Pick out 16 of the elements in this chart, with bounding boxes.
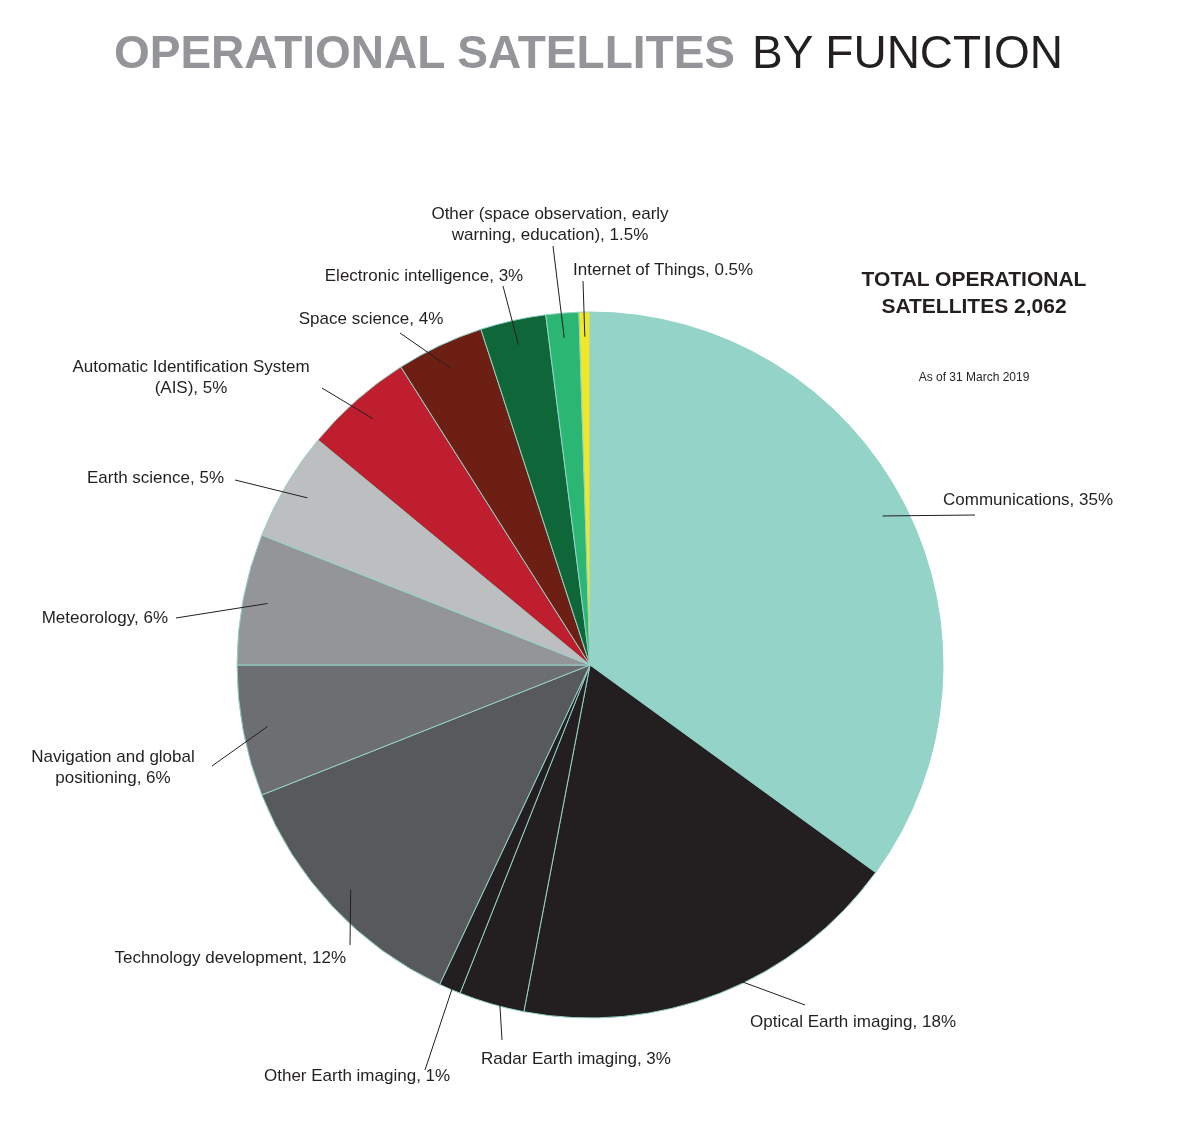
- slice-label: Meteorology, 6%: [41, 608, 168, 627]
- slice-label: Navigation and global positioning, 6%: [31, 747, 195, 787]
- slice-label: Automatic Identification System (AIS), 5%: [72, 357, 310, 397]
- slice-label: Other Earth imaging, 1%: [264, 1066, 451, 1085]
- slice-label: Communications, 35%: [943, 490, 1114, 509]
- slice-label: Other (space observation, early warning, education), 1.5%: [431, 204, 670, 244]
- slice-label: Radar Earth imaging, 3%: [481, 1049, 671, 1068]
- slice-label: Earth science, 5%: [86, 468, 224, 487]
- slice-label: Internet of Things, 0.5%: [573, 260, 754, 279]
- chart-title: OPERATIONAL SATELLITES BY FUNCTION: [113, 26, 1063, 78]
- text: TOTAL OPERATIONAL SATELLITES 2,062: [861, 267, 1087, 317]
- slice-label: Technology development, 12%: [114, 948, 346, 967]
- slice-label: Space science, 4%: [298, 309, 444, 328]
- slice-label: Optical Earth imaging, 18%: [750, 1012, 956, 1031]
- text: As of 31 March 2019: [918, 370, 1030, 384]
- slice-label: Electronic intelligence, 3%: [324, 266, 524, 285]
